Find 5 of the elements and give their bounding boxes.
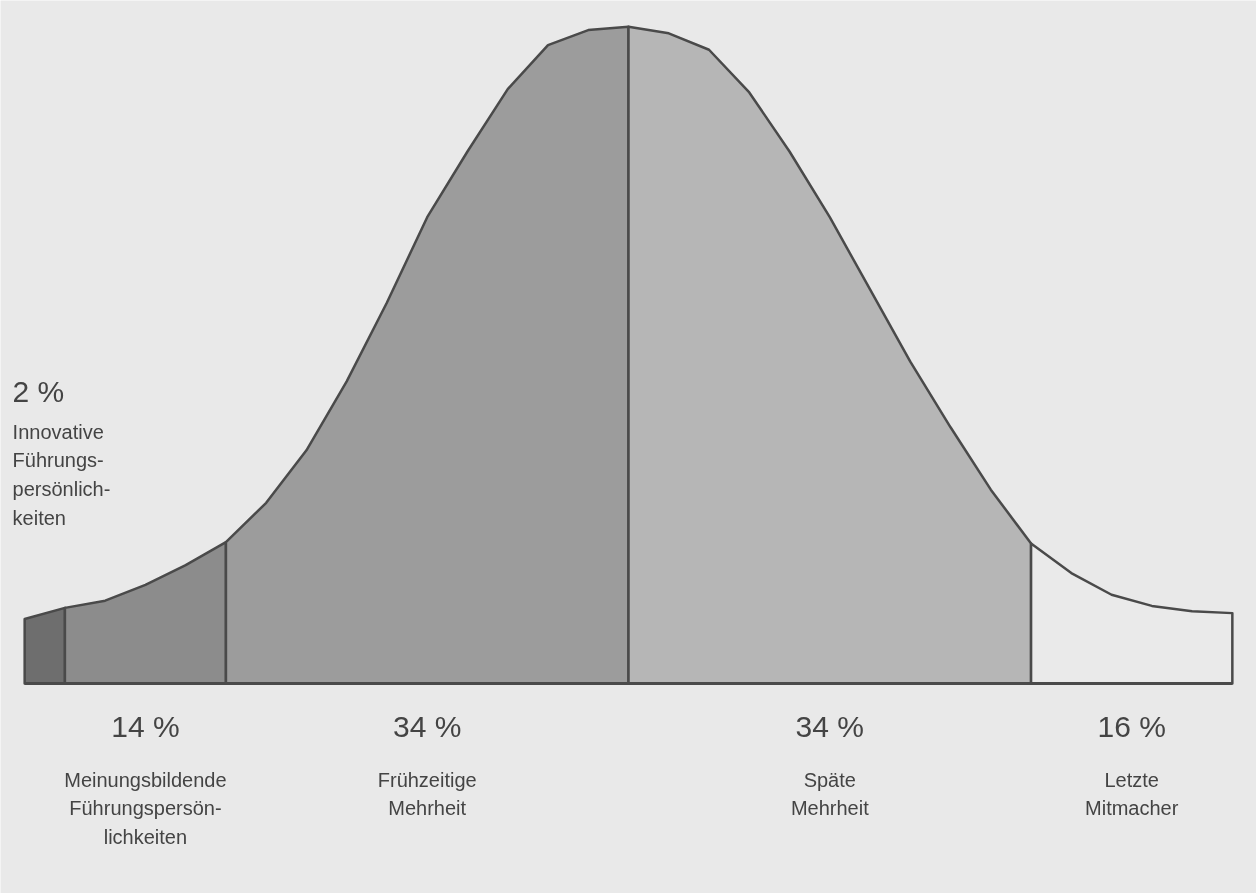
text: 14 % Meinungsbildende Führungspersön- lichkeiten	[64, 709, 227, 848]
text: 34 % Frühzeitige Mehrheit	[377, 709, 477, 820]
text: 34 % Späte Mehrheit	[790, 709, 870, 820]
annotation: 2 % Innovative Führungs- persönlich- keiten	[12, 374, 111, 529]
text: 16 % Letzte Mitmacher	[1085, 709, 1179, 820]
